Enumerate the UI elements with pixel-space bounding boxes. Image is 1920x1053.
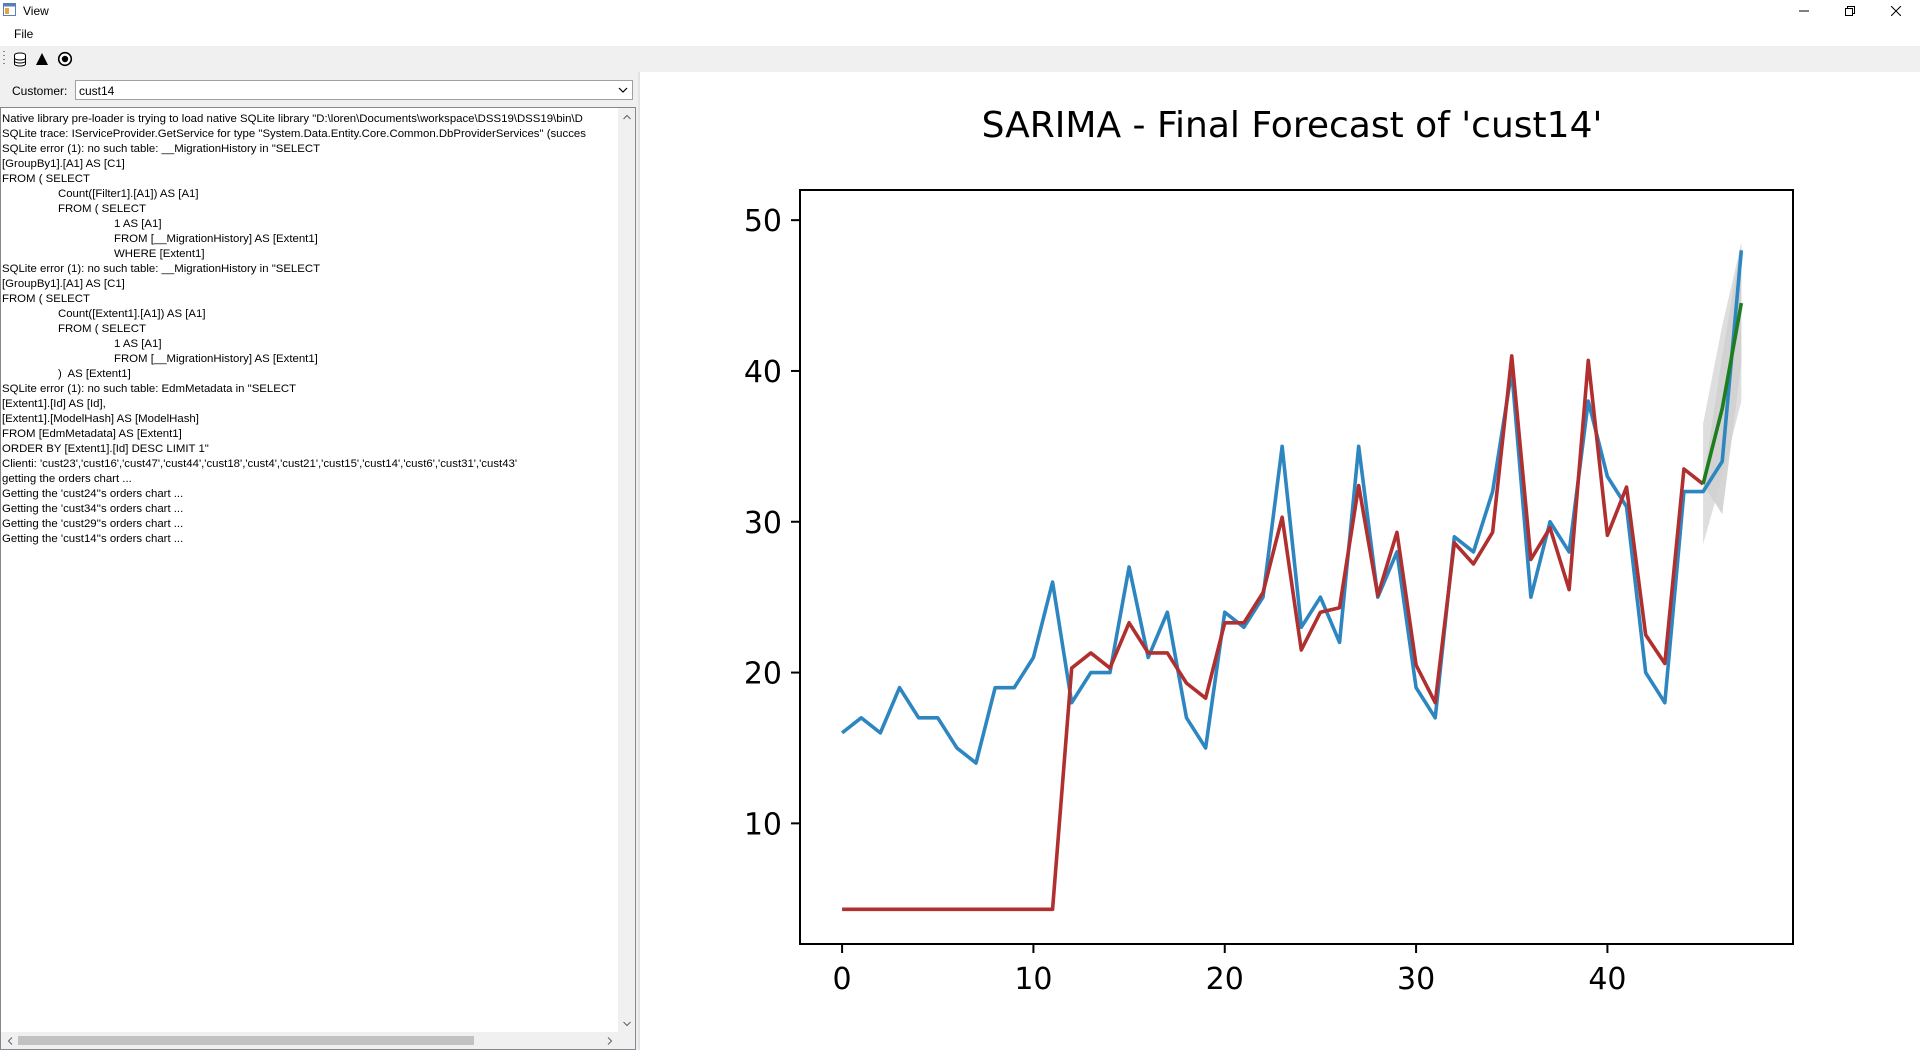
log-line: ) AS [Extent1] — [58, 368, 131, 380]
radio-target-icon — [57, 51, 73, 67]
close-button[interactable] — [1873, 0, 1919, 22]
vertical-scrollbar[interactable] — [618, 108, 635, 1032]
log-line: ORDER BY [Extent1].[Id] DESC LIMIT 1" — [2, 443, 209, 455]
log-text: Native library pre-loader is trying to l… — [2, 112, 616, 1012]
series-forecast-line — [1701, 302, 1744, 485]
log-line: SQLite error (1): no such table: EdmMeta… — [2, 383, 297, 395]
y-tick-label: 50 — [744, 204, 782, 239]
log-line: FROM ( SELECT — [2, 173, 90, 185]
log-line: FROM ( SELECT — [2, 293, 90, 305]
x-tick-label: 40 — [1588, 962, 1626, 997]
database-icon — [14, 52, 26, 66]
log-line: Clienti: 'cust23','cust16','cust47','cus… — [2, 458, 518, 470]
log-line: Native library pre-loader is trying to l… — [2, 113, 583, 125]
log-line: FROM [__MigrationHistory] AS [Extent1] — [114, 233, 318, 245]
chevron-left-icon — [7, 1036, 12, 1045]
log-line: Getting the 'cust24''s orders chart ... — [2, 488, 184, 500]
log-line: FROM [__MigrationHistory] AS [Extent1] — [114, 353, 318, 365]
confidence-band-inner — [1703, 242, 1742, 515]
y-tick-label: 40 — [744, 355, 782, 390]
log-line: 1 AS [A1] — [114, 338, 162, 350]
window-title: View — [23, 4, 49, 18]
log-line: Getting the 'cust29''s orders chart ... — [2, 518, 184, 530]
log-line: FROM [EdmMetadata] AS [Extent1] — [2, 428, 182, 440]
log-textbox[interactable]: Native library pre-loader is trying to l… — [0, 107, 636, 1050]
scroll-corner — [618, 1032, 635, 1049]
x-tick-label: 20 — [1206, 962, 1244, 997]
customer-select[interactable]: cust14 — [75, 80, 633, 100]
restore-icon — [1845, 6, 1855, 16]
log-line: getting the orders chart ... — [2, 473, 132, 485]
toolbar — [0, 46, 1920, 72]
menu-file[interactable]: File — [14, 27, 34, 41]
chevron-right-icon — [607, 1036, 612, 1045]
x-tick-label: 30 — [1397, 962, 1435, 997]
chart-title: SARIMA - Final Forecast of 'cust14' — [982, 105, 1603, 146]
log-line: [GroupBy1].[A1] AS [C1] — [2, 278, 125, 290]
menu-bar: File — [0, 22, 1920, 46]
chevron-down-icon — [618, 87, 628, 93]
splitter[interactable] — [638, 72, 640, 1050]
log-line: WHERE [Extent1] — [114, 248, 205, 260]
log-line: FROM ( SELECT — [58, 203, 146, 215]
log-line: SQLite error (1): no such table: __Migra… — [2, 263, 321, 275]
restore-button[interactable] — [1827, 0, 1873, 22]
plot-frame — [799, 189, 1794, 945]
scroll-up-arrow[interactable] — [618, 108, 635, 125]
chevron-down-icon — [622, 1021, 631, 1026]
scroll-left-arrow[interactable] — [1, 1032, 18, 1049]
customer-label: Customer: — [12, 84, 68, 98]
log-line: SQLite error (1): no such table: __Migra… — [2, 143, 321, 155]
log-line: [Extent1].[Id] AS [Id], — [2, 398, 106, 410]
chart-panel: SARIMA - Final Forecast of 'cust14' 0 10 2… — [640, 72, 1920, 1050]
app-icon — [3, 3, 16, 16]
log-line: [GroupBy1].[A1] AS [C1] — [2, 158, 125, 170]
scroll-down-arrow[interactable] — [618, 1015, 635, 1032]
horizontal-scroll-thumb[interactable] — [18, 1036, 474, 1045]
toolbar-grip[interactable] — [3, 51, 5, 67]
log-line: Count([Filter1].[A1]) AS [A1] — [58, 188, 199, 200]
title-bar: View — [0, 0, 1920, 22]
y-tick-label: 30 — [744, 506, 782, 541]
left-panel: Customer: cust14 Native library pre-load… — [0, 72, 638, 1050]
forecast-chart: SARIMA - Final Forecast of 'cust14' 0 10 2… — [744, 105, 1794, 997]
log-line: FROM ( SELECT — [58, 323, 146, 335]
triangle-icon — [36, 53, 48, 65]
log-line: [Extent1].[ModelHash] AS [ModelHash] — [2, 413, 199, 425]
series-actual-line — [840, 250, 1744, 765]
minimize-button[interactable] — [1781, 0, 1827, 22]
log-line: Getting the 'cust14''s orders chart ... — [2, 533, 184, 545]
log-line: Count([Extent1].[A1]) AS [A1] — [58, 308, 206, 320]
triangle-button[interactable] — [32, 49, 52, 69]
scroll-right-arrow[interactable] — [601, 1032, 618, 1049]
close-icon — [1891, 6, 1901, 16]
horizontal-scrollbar[interactable] — [1, 1032, 618, 1049]
minimize-icon — [1799, 10, 1809, 12]
y-tick-label: 10 — [744, 807, 782, 842]
log-line: Getting the 'cust34''s orders chart ... — [2, 503, 184, 515]
x-tick-label: 10 — [1014, 962, 1052, 997]
radio-target-button[interactable] — [55, 49, 75, 69]
database-button[interactable] — [10, 49, 30, 69]
series-fitted-line — [842, 354, 1705, 912]
customer-select-value: cust14 — [79, 84, 115, 98]
log-line: SQLite trace: IServiceProvider.GetServic… — [2, 128, 586, 140]
log-line: 1 AS [A1] — [114, 218, 162, 230]
x-tick-label: 0 — [833, 962, 852, 997]
chevron-up-icon — [622, 114, 631, 119]
y-tick-label: 20 — [744, 657, 782, 692]
